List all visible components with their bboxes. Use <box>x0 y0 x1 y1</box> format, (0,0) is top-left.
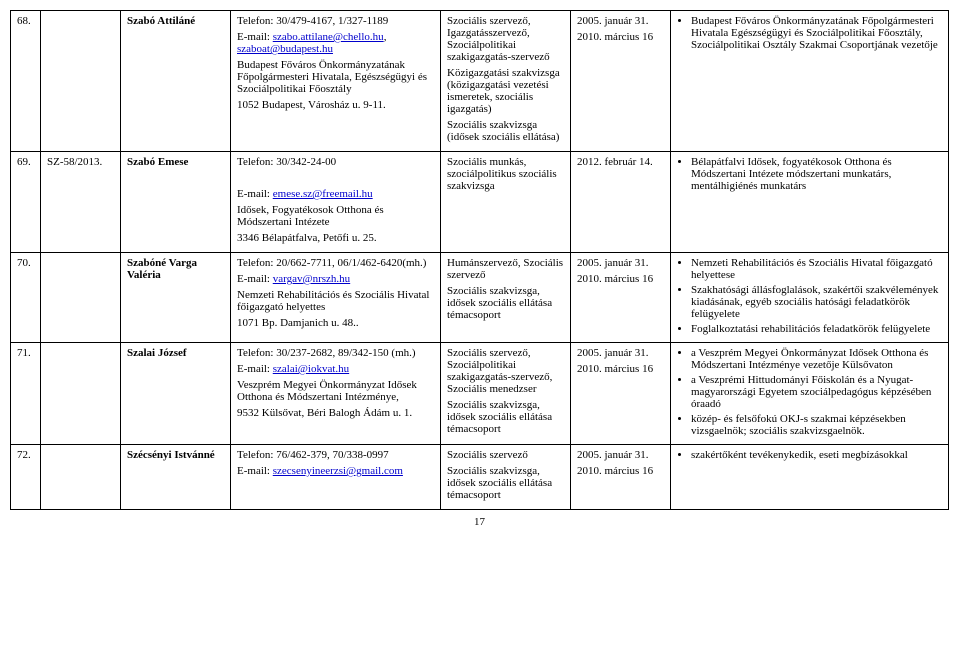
row-notes: a Veszprém Megyei Önkormányzat Idősek Ot… <box>671 343 949 445</box>
row-notes: szakértőként tevékenykedik, eseti megbíz… <box>671 445 949 510</box>
row-number: 69. <box>11 152 41 253</box>
date-text: 2010. március 16 <box>577 363 664 375</box>
date-text: 2010. március 16 <box>577 31 664 43</box>
table-row: 68. Szabó Attiláné Telefon: 30/479-4167,… <box>11 11 949 152</box>
org: Idősek, Fogyatékosok Otthona és Módszert… <box>237 204 434 228</box>
date-text: 2005. január 31. <box>577 449 664 461</box>
qual-text: Szociális szakvizsga, idősek szociális e… <box>447 399 564 435</box>
qual-text: Szociális szervező, Szociálpolitikai sza… <box>447 347 564 395</box>
row-number: 72. <box>11 445 41 510</box>
note-item: szakértőként tevékenykedik, eseti megbíz… <box>691 449 942 461</box>
table-row: 72. Szécsényi Istvánné Telefon: 76/462-3… <box>11 445 949 510</box>
table-row: 69. SZ-58/2013. Szabó Emese Telefon: 30/… <box>11 152 949 253</box>
phone: Telefon: 30/237-2682, 89/342-150 (mh.) <box>237 347 434 359</box>
note-item: Bélapátfalvi Idősek, fogyatékosok Otthon… <box>691 156 942 192</box>
row-number: 71. <box>11 343 41 445</box>
table-row: 70. Szabóné Varga Valéria Telefon: 20/66… <box>11 253 949 343</box>
note-item: Foglalkoztatási rehabilitációs feladatkö… <box>691 323 942 335</box>
row-ref <box>41 253 121 343</box>
note-item: Szakhatósági állásfoglalások, szakértői … <box>691 284 942 320</box>
email-link[interactable]: szabo.attilane@chello.hu <box>273 31 384 43</box>
qual-text: Közigazgatási szakvizsga (közigazgatási … <box>447 67 564 115</box>
qual-text: Szociális szakvizsga, idősek szociális e… <box>447 285 564 321</box>
row-dates: 2005. január 31. 2010. március 16 <box>571 253 671 343</box>
row-number: 70. <box>11 253 41 343</box>
qual-text: Humánszervező, Szociális szervező <box>447 257 564 281</box>
qual-text: Szociális munkás, szociálpolitikus szoci… <box>447 156 564 192</box>
email-link[interactable]: szaboat@budapest.hu <box>237 43 333 55</box>
org: Nemzeti Rehabilitációs és Szociális Hiva… <box>237 289 434 313</box>
row-name: Szabóné Varga Valéria <box>121 253 231 343</box>
address: 9532 Külsővat, Béri Balogh Ádám u. 1. <box>237 407 434 419</box>
qual-text: Szociális szervező, Igazgatásszervező, S… <box>447 15 564 63</box>
row-dates: 2005. január 31. 2010. március 16 <box>571 445 671 510</box>
note-item: a Veszprém Megyei Önkormányzat Idősek Ot… <box>691 347 942 371</box>
row-qualification: Humánszervező, Szociális szervező Szociá… <box>441 253 571 343</box>
note-item: Budapest Főváros Önkormányzatának Főpolg… <box>691 15 942 51</box>
date-text: 2005. január 31. <box>577 15 664 27</box>
row-ref: SZ-58/2013. <box>41 152 121 253</box>
date-text: 2010. március 16 <box>577 273 664 285</box>
row-contact: Telefon: 20/662-7711, 06/1/462-6420(mh.)… <box>231 253 441 343</box>
email-line: E-mail: szabo.attilane@chello.hu, szaboa… <box>237 31 434 55</box>
qual-text: Szociális szakvizsga (idősek szociális e… <box>447 119 564 143</box>
email-line: E-mail: szecsenyineerzsi@gmail.com <box>237 465 434 477</box>
phone: Telefon: 76/462-379, 70/338-0997 <box>237 449 434 461</box>
address: 1052 Budapest, Városház u. 9-11. <box>237 99 434 111</box>
address: 1071 Bp. Damjanich u. 48.. <box>237 317 434 329</box>
table-row: 71. Szalai József Telefon: 30/237-2682, … <box>11 343 949 445</box>
phone: Telefon: 30/342-24-00 <box>237 156 434 168</box>
email-link[interactable]: vargav@nrszh.hu <box>273 273 350 285</box>
org: Veszprém Megyei Önkormányzat Idősek Otth… <box>237 379 434 403</box>
date-text: 2005. január 31. <box>577 347 664 359</box>
row-qualification: Szociális munkás, szociálpolitikus szoci… <box>441 152 571 253</box>
row-notes: Budapest Főváros Önkormányzatának Főpolg… <box>671 11 949 152</box>
row-contact: Telefon: 30/342-24-00 E-mail: emese.sz@f… <box>231 152 441 253</box>
note-item: a Veszprémi Hittudományi Főiskolán és a … <box>691 374 942 410</box>
row-name: Szécsényi Istvánné <box>121 445 231 510</box>
row-ref <box>41 445 121 510</box>
registry-table: 68. Szabó Attiláné Telefon: 30/479-4167,… <box>10 10 949 510</box>
row-qualification: Szociális szervező Szociális szakvizsga,… <box>441 445 571 510</box>
row-qualification: Szociális szervező, Igazgatásszervező, S… <box>441 11 571 152</box>
date-text: 2012. február 14. <box>577 156 664 168</box>
qual-text: Szociális szervező <box>447 449 564 461</box>
phone: Telefon: 30/479-4167, 1/327-1189 <box>237 15 434 27</box>
row-ref <box>41 11 121 152</box>
row-contact: Telefon: 76/462-379, 70/338-0997 E-mail:… <box>231 445 441 510</box>
row-notes: Bélapátfalvi Idősek, fogyatékosok Otthon… <box>671 152 949 253</box>
org: Budapest Főváros Önkormányzatának Főpolg… <box>237 59 434 95</box>
phone: Telefon: 20/662-7711, 06/1/462-6420(mh.) <box>237 257 434 269</box>
row-notes: Nemzeti Rehabilitációs és Szociális Hiva… <box>671 253 949 343</box>
note-item: Nemzeti Rehabilitációs és Szociális Hiva… <box>691 257 942 281</box>
row-dates: 2005. január 31. 2010. március 16 <box>571 343 671 445</box>
address: 3346 Bélapátfalva, Petőfi u. 25. <box>237 232 434 244</box>
row-contact: Telefon: 30/479-4167, 1/327-1189 E-mail:… <box>231 11 441 152</box>
email-line: E-mail: emese.sz@freemail.hu <box>237 188 434 200</box>
row-name: Szabó Attiláné <box>121 11 231 152</box>
row-qualification: Szociális szervező, Szociálpolitikai sza… <box>441 343 571 445</box>
email-line: E-mail: vargav@nrszh.hu <box>237 273 434 285</box>
date-text: 2005. január 31. <box>577 257 664 269</box>
note-item: közép- és felsőfokú OKJ-s szakmai képzés… <box>691 413 942 437</box>
row-name: Szabó Emese <box>121 152 231 253</box>
row-number: 68. <box>11 11 41 152</box>
email-line: E-mail: szalai@iokvat.hu <box>237 363 434 375</box>
date-text: 2010. március 16 <box>577 465 664 477</box>
email-link[interactable]: szecsenyineerzsi@gmail.com <box>273 465 403 477</box>
row-contact: Telefon: 30/237-2682, 89/342-150 (mh.) E… <box>231 343 441 445</box>
page-number: 17 <box>10 516 949 528</box>
email-link[interactable]: szalai@iokvat.hu <box>273 363 349 375</box>
email-link[interactable]: emese.sz@freemail.hu <box>273 188 373 200</box>
qual-text: Szociális szakvizsga, idősek szociális e… <box>447 465 564 501</box>
row-dates: 2012. február 14. <box>571 152 671 253</box>
row-dates: 2005. január 31. 2010. március 16 <box>571 11 671 152</box>
row-name: Szalai József <box>121 343 231 445</box>
row-ref <box>41 343 121 445</box>
